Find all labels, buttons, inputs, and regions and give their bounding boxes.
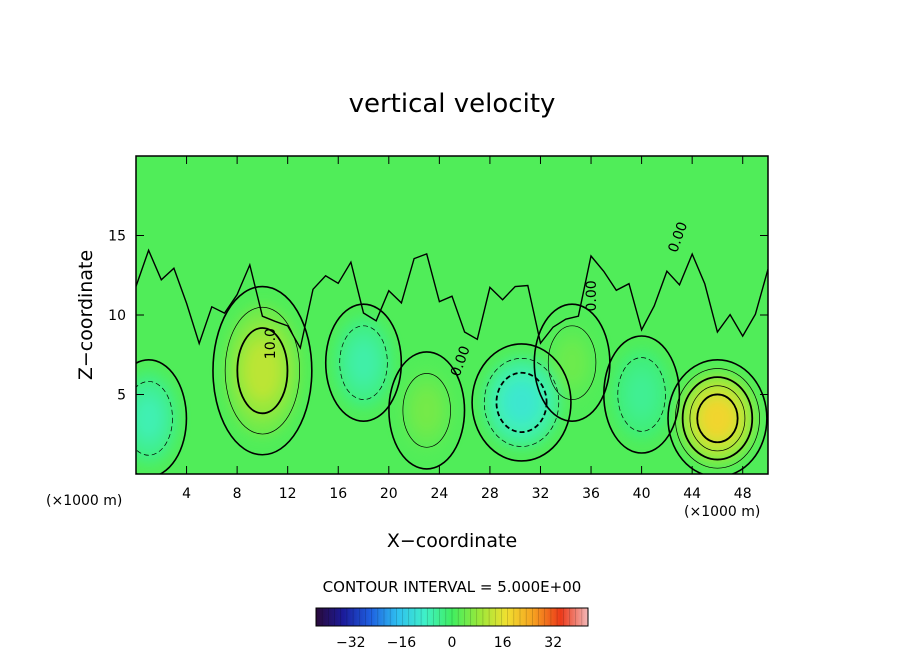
- downdraft-core: [628, 374, 655, 415]
- contour-line: [388, 351, 466, 470]
- chart-title: vertical velocity: [349, 89, 556, 119]
- x-tick-label: 40: [633, 486, 651, 502]
- colorbar-tick-label: 0: [448, 635, 457, 651]
- contour-line: [681, 376, 754, 461]
- contour-line: [136, 359, 188, 474]
- contour-label: 0.00: [584, 280, 600, 311]
- contour-line: [617, 357, 666, 432]
- x-tick-label: 12: [279, 486, 297, 502]
- y-tick-label: 15: [108, 229, 126, 245]
- velocity-field: [136, 156, 768, 474]
- x-unit-left: (×1000 m): [46, 493, 122, 509]
- contour-line: [696, 393, 739, 444]
- downdraft-core: [504, 382, 539, 423]
- x-unit-right: (×1000 m): [684, 504, 760, 520]
- zero-contour: [136, 248, 768, 350]
- y-axis-ticks: 5 10 15: [108, 229, 768, 404]
- contour-line: [339, 325, 388, 400]
- contour-line: [603, 335, 681, 454]
- x-tick-label: 32: [532, 486, 550, 502]
- contour-line: [136, 381, 173, 456]
- x-tick-label: 16: [329, 486, 347, 502]
- contour-line: [224, 306, 300, 435]
- colorbar-tick-label: 32: [544, 635, 562, 651]
- x-axis-ticks: 4 8 12 16 20 24 28 32 36 40 44 48: [182, 156, 752, 502]
- downdraft-core: [350, 342, 377, 384]
- x-tick-label: 44: [683, 486, 701, 502]
- updraft-core: [700, 397, 735, 439]
- colorbar-frame: [315, 607, 589, 627]
- colorbar-tick-label: −16: [387, 635, 417, 651]
- x-tick-label: 36: [582, 486, 600, 502]
- contour-line: [402, 373, 451, 448]
- colorbar-tick-label: 16: [494, 635, 512, 651]
- updraft-core: [558, 342, 586, 384]
- contour-line: [212, 285, 313, 456]
- x-tick-label: 4: [182, 486, 191, 502]
- contour-line: [689, 385, 746, 452]
- colorbar-tick-label: −32: [336, 635, 366, 651]
- colorbar-stripes: [321, 608, 583, 626]
- x-axis-title: X−coordinate: [387, 530, 517, 552]
- updraft-core: [413, 390, 440, 431]
- contour-line: [483, 358, 560, 447]
- x-tick-label: 48: [734, 486, 752, 502]
- contour-line: [495, 371, 548, 434]
- downdraft-core: [136, 398, 162, 439]
- y-tick-label: 5: [117, 388, 126, 404]
- contour-line: [236, 327, 289, 415]
- x-tick-label: 20: [380, 486, 398, 502]
- x-tick-label: 28: [481, 486, 499, 502]
- contour-label: 10.0: [263, 328, 279, 359]
- contour-line: [471, 343, 572, 462]
- colorbar-ticks: −32 −16 0 16 32: [336, 635, 562, 651]
- x-tick-label: 24: [430, 486, 448, 502]
- updraft-core: [245, 341, 280, 400]
- contour-line: [547, 325, 597, 400]
- contour-line: [674, 368, 760, 469]
- y-tick-label: 10: [108, 308, 126, 324]
- contour-interval-label: CONTOUR INTERVAL = 5.000E+00: [323, 578, 582, 596]
- contour-line: [667, 359, 768, 474]
- y-axis-title: Z−coordinate: [75, 250, 97, 380]
- x-tick-label: 8: [233, 486, 242, 502]
- colorbar: [316, 608, 588, 626]
- contour-line: [324, 303, 403, 423]
- contour-lines: 10.00.000.000.00: [136, 220, 768, 474]
